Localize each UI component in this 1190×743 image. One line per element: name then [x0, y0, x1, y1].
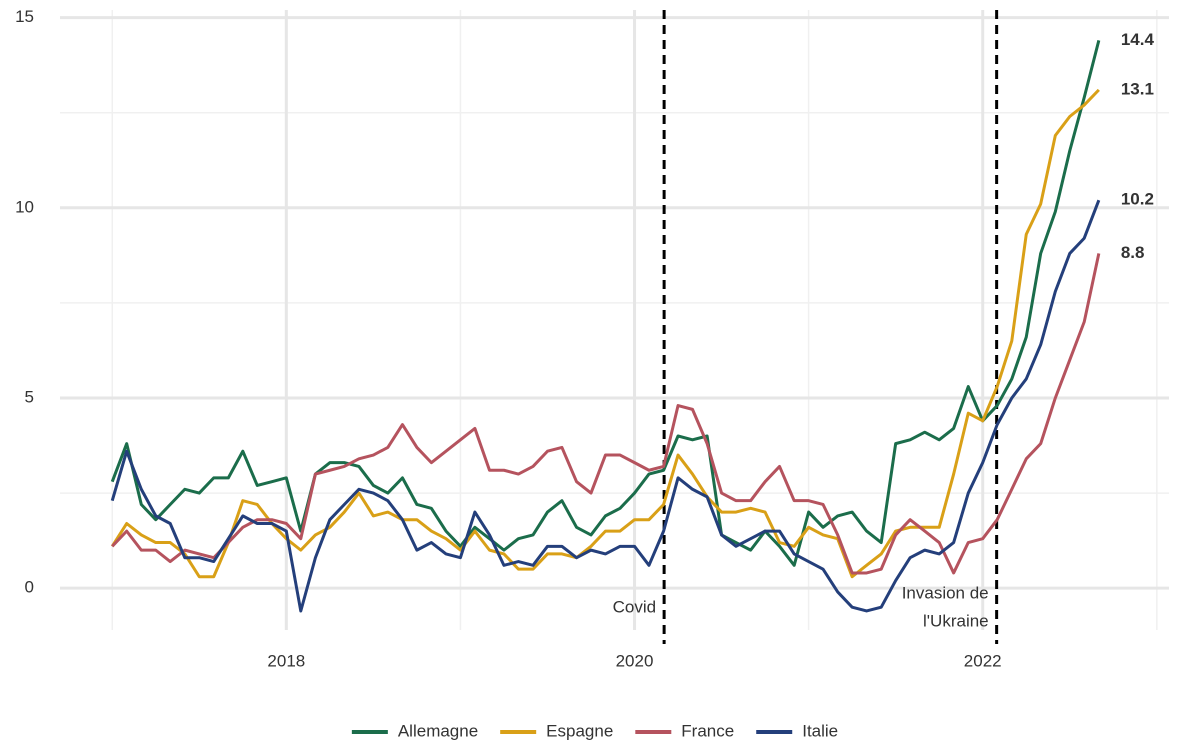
series-line [110, 199, 1101, 613]
annotation: l'Ukraine [923, 611, 989, 630]
end-label: 8.8 [1121, 243, 1145, 262]
y-tick-label: 10 [15, 197, 34, 216]
x-tick-label: 2022 [964, 651, 1002, 670]
legend-label: Espagne [546, 721, 613, 740]
legend-label: Allemagne [398, 721, 478, 740]
end-label: 10.2 [1121, 190, 1154, 209]
annotation: Invasion de [902, 583, 989, 602]
legend-label: Italie [802, 721, 838, 740]
legend-label: France [681, 721, 734, 740]
end-label: 14.4 [1121, 30, 1155, 49]
series-line [110, 88, 1100, 579]
end-label: 13.1 [1121, 79, 1154, 98]
x-tick-label: 2020 [616, 651, 654, 670]
series-line [110, 40, 1101, 567]
y-tick-label: 0 [25, 578, 34, 597]
y-tick-label: 5 [25, 387, 34, 406]
series-line [111, 253, 1101, 575]
y-tick-label: 15 [15, 7, 34, 26]
x-tick-label: 2018 [267, 651, 305, 670]
annotation: Covid [613, 597, 656, 616]
